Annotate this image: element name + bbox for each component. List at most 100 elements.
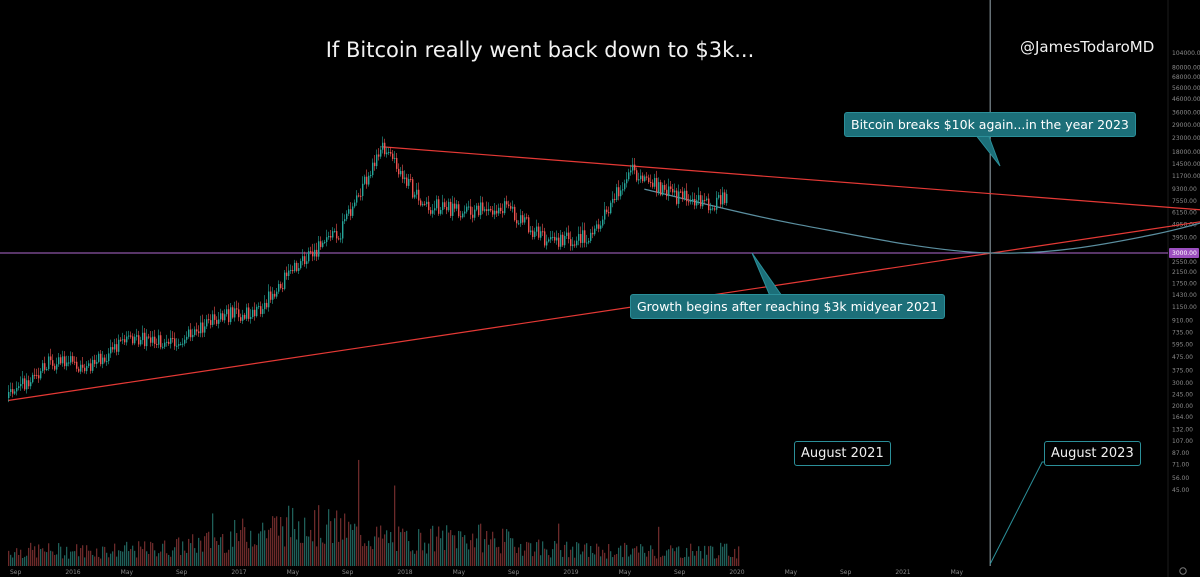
- volume-bar: [198, 537, 200, 566]
- volume-bar: [502, 528, 504, 566]
- volume-bar: [472, 533, 474, 566]
- price-candle: [206, 319, 208, 327]
- volume-bar: [60, 546, 62, 566]
- price-candle: [56, 364, 58, 370]
- price-candle: [618, 187, 620, 197]
- price-candle: [548, 239, 550, 242]
- price-candle: [354, 202, 356, 207]
- price-candle: [98, 353, 100, 362]
- price-candle: [90, 363, 92, 371]
- price-candle: [464, 211, 466, 214]
- price-candle: [610, 202, 612, 214]
- y-tick-label: 200.00: [1172, 403, 1193, 410]
- volume-bar: [94, 556, 96, 566]
- price-candle: [84, 367, 86, 372]
- price-candle: [312, 251, 314, 257]
- volume-bar: [324, 543, 326, 566]
- price-candle: [600, 225, 602, 229]
- price-candle: [96, 361, 98, 364]
- volume-bar: [534, 551, 536, 566]
- y-tick-label: 18000.00: [1172, 149, 1200, 156]
- volume-bar: [144, 541, 146, 566]
- volume-bar: [360, 534, 362, 566]
- price-candle: [112, 347, 114, 350]
- volume-bar: [186, 552, 188, 566]
- price-candle: [156, 343, 158, 345]
- price-candle: [696, 200, 698, 206]
- y-tick-label: 1750.00: [1172, 280, 1197, 287]
- volume-bar: [188, 538, 190, 566]
- price-candle: [642, 175, 644, 182]
- y-tick-label: 56.00: [1172, 475, 1189, 482]
- x-tick-label: May: [619, 569, 632, 576]
- x-tick-label: May: [785, 569, 798, 576]
- price-candle: [324, 241, 326, 243]
- volume-bar: [554, 541, 556, 566]
- x-tick-label: 2016: [65, 569, 80, 576]
- volume-bar: [492, 531, 494, 566]
- volume-bar: [418, 529, 420, 566]
- volume-bar: [346, 537, 348, 566]
- price-candle: [486, 209, 488, 212]
- price-candle: [330, 236, 332, 238]
- price-candle: [400, 170, 402, 175]
- volume-bar: [40, 549, 42, 566]
- volume-bar: [582, 551, 584, 566]
- price-candle: [412, 179, 414, 198]
- price-candle: [346, 213, 348, 220]
- volume-bar: [716, 558, 718, 566]
- price-candle: [386, 152, 388, 155]
- volume-bar: [16, 548, 18, 566]
- volume-bar: [318, 505, 320, 566]
- price-candle: [176, 345, 178, 347]
- volume-bar: [726, 543, 728, 566]
- volume-bar: [614, 554, 616, 566]
- volume-bar: [178, 537, 180, 566]
- price-candle: [252, 309, 254, 318]
- x-tick-label: Sep: [10, 569, 22, 576]
- price-candle: [170, 337, 172, 344]
- volume-bar: [154, 550, 156, 566]
- price-candle: [556, 237, 558, 241]
- volume-bar: [438, 526, 440, 566]
- volume-bar: [224, 552, 226, 566]
- volume-bar: [190, 543, 192, 566]
- volume-bar: [532, 556, 534, 566]
- price-candle: [524, 217, 526, 223]
- volume-bar: [74, 551, 76, 566]
- volume-bar: [352, 529, 354, 566]
- volume-bar: [306, 536, 308, 566]
- price-candle: [38, 375, 40, 379]
- price-candle: [164, 342, 166, 347]
- volume-bar: [426, 553, 428, 566]
- price-candle: [178, 344, 180, 346]
- price-candle: [384, 142, 386, 155]
- price-candle: [576, 240, 578, 246]
- volume-bar: [504, 541, 506, 566]
- price-candle: [588, 240, 590, 243]
- volume-bar: [380, 525, 382, 566]
- price-candle: [136, 335, 138, 337]
- volume-bar: [104, 546, 106, 566]
- price-candle: [462, 213, 464, 218]
- volume-bar: [48, 543, 50, 566]
- volume-bar: [454, 535, 456, 566]
- price-candle: [308, 251, 310, 262]
- price-candle: [512, 206, 514, 209]
- volume-bar: [442, 530, 444, 566]
- price-candle: [686, 190, 688, 202]
- price-candle: [202, 322, 204, 333]
- price-candle: [220, 313, 222, 320]
- volume-bar: [86, 545, 88, 566]
- price-candle: [534, 231, 536, 237]
- volume-bar: [524, 550, 526, 566]
- price-candle: [368, 175, 370, 185]
- price-candle: [28, 380, 30, 387]
- price-candle: [450, 201, 452, 216]
- x-tick-label: 2018: [397, 569, 412, 576]
- aug2023-callout: August 2023: [1044, 441, 1141, 466]
- volume-bar: [626, 544, 628, 566]
- volume-bar: [264, 530, 266, 566]
- price-candle: [228, 309, 230, 323]
